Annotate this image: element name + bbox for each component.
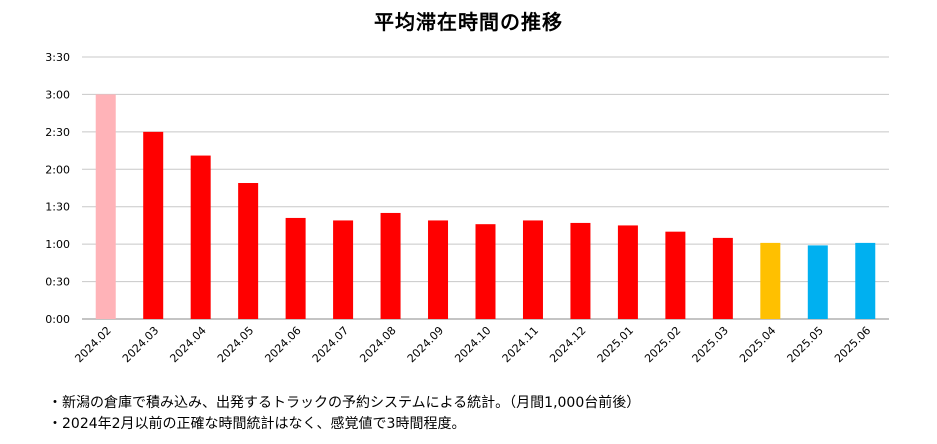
x-tick-label: 2024.12 — [547, 324, 588, 365]
bar — [95, 94, 116, 319]
x-tick-label: 2025.06 — [832, 324, 873, 365]
bar — [475, 224, 496, 319]
x-axis-ticks: 2024.02 2024.03 2024.04 2024.05 2024.06 2024.… — [72, 324, 873, 365]
y-tick-label: 2:00 — [45, 163, 70, 176]
y-tick-label: 0:00 — [45, 313, 70, 326]
x-tick-label: 2024.04 — [167, 324, 208, 365]
x-tick-label: 2024.06 — [262, 324, 303, 365]
bar — [285, 217, 306, 319]
note-line: ・新潟の倉庫で積み込み、出発するトラックの予約システムによる統計。（月間1,00… — [48, 395, 641, 411]
x-tick-label: 2024.09 — [405, 324, 446, 365]
y-tick-label: 1:00 — [45, 238, 70, 251]
bar — [380, 212, 401, 319]
bar-chart: 0:00 0:30 1:00 1:30 2:00 2:30 3:00 3:30 2024.02… — [45, 51, 889, 365]
bars — [95, 94, 876, 319]
y-tick-label: 3:00 — [45, 88, 70, 101]
y-tick-label: 1:30 — [45, 201, 70, 214]
bar — [665, 231, 686, 319]
x-tick-label: 2024.05 — [215, 324, 256, 365]
y-tick-label: 0:30 — [45, 276, 70, 289]
bar — [760, 242, 781, 319]
x-tick-label: 2024.11 — [500, 324, 541, 365]
x-tick-label: 2024.03 — [120, 324, 161, 365]
bar — [333, 220, 354, 319]
chart-title: 平均滞在時間の推移 — [374, 10, 563, 34]
y-tick-label: 2:30 — [45, 126, 70, 139]
x-tick-label: 2024.10 — [452, 324, 493, 365]
bar — [570, 222, 591, 319]
x-tick-label: 2024.07 — [310, 324, 351, 365]
bar — [428, 220, 449, 319]
x-tick-label: 2025.03 — [690, 324, 731, 365]
bar — [190, 155, 211, 319]
x-tick-label: 2025.01 — [595, 324, 636, 365]
bar — [522, 220, 543, 319]
bar — [807, 245, 828, 319]
bar — [712, 237, 733, 319]
bar — [238, 183, 259, 319]
bar — [143, 131, 164, 319]
x-tick-label: 2024.08 — [357, 324, 398, 365]
x-tick-label: 2024.02 — [72, 324, 113, 365]
note-line: ・2024年2月以前の正確な時間統計はなく、感覚値で3時間程度。 — [48, 416, 466, 432]
bar — [855, 242, 876, 319]
x-tick-label: 2025.05 — [785, 324, 826, 365]
x-tick-label: 2025.02 — [642, 324, 683, 365]
x-tick-label: 2025.04 — [737, 324, 778, 365]
bar — [617, 225, 638, 319]
chart-notes: ・新潟の倉庫で積み込み、出発するトラックの予約システムによる統計。（月間1,00… — [48, 393, 640, 435]
y-tick-label: 3:30 — [45, 51, 70, 64]
y-axis-ticks: 0:00 0:30 1:00 1:30 2:00 2:30 3:00 3:30 — [45, 51, 70, 326]
